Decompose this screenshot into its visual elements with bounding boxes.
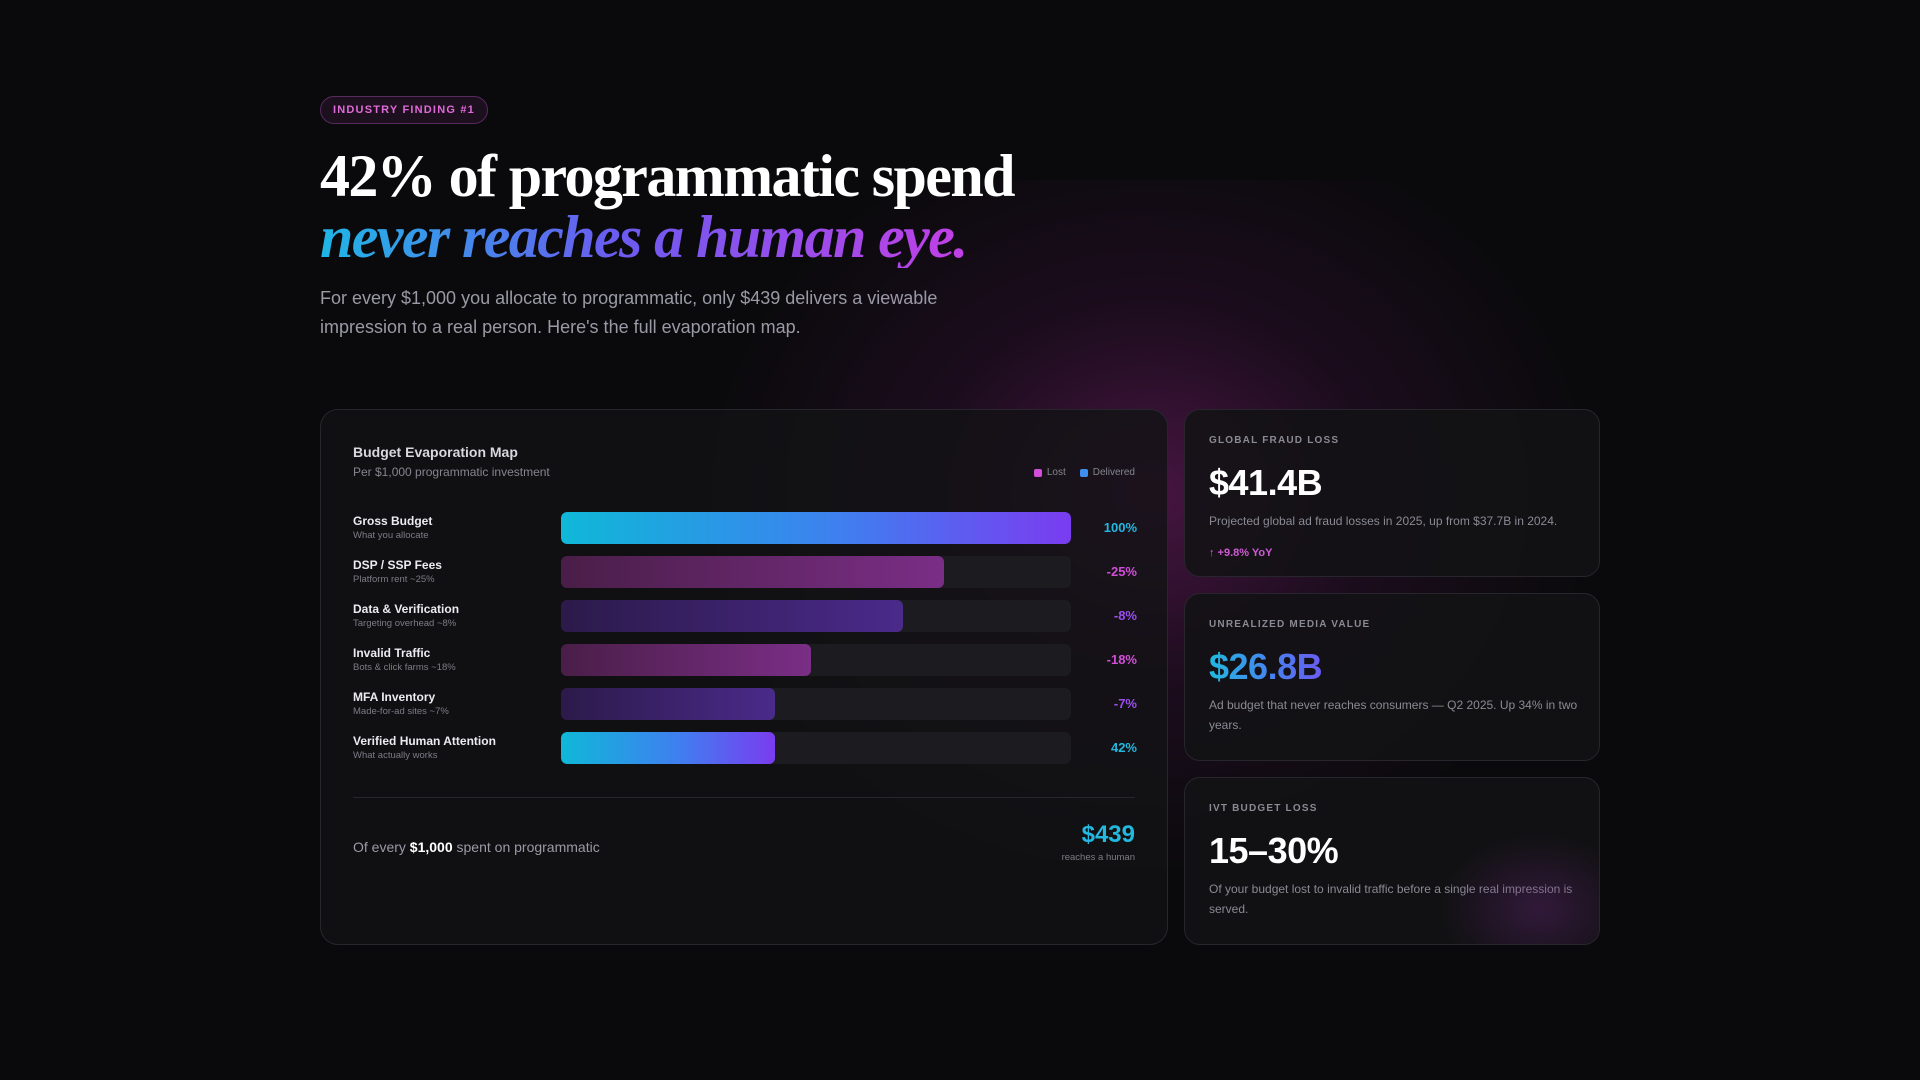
stat-key: GLOBAL FRAUD LOSS <box>1209 435 1340 446</box>
bar-label: Data & Verification <box>353 602 460 616</box>
bar-description: Made-for-ad sites ~7% <box>353 706 449 717</box>
bar-percentage: -18% <box>1106 652 1137 667</box>
stat-key: IVT BUDGET LOSS <box>1209 803 1318 814</box>
bar-row: Verified Human Attention What actually wo… <box>353 732 1137 776</box>
bar-description: Platform rent ~25% <box>353 574 435 585</box>
legend-label-lost: Lost <box>1046 467 1066 478</box>
hero-section: INDUSTRY FINDING #1 42% of programmatic … <box>320 96 1600 945</box>
bar-label: DSP / SSP Fees <box>353 558 442 572</box>
summary-value: $439 <box>1081 821 1135 848</box>
legend-item-delivered: Delivered <box>1079 467 1135 478</box>
bar-percentage: -8% <box>1113 608 1137 623</box>
bar-row: MFA Inventory Made-for-ad sites ~7% -7% <box>353 688 1137 732</box>
chart-title: Budget Evaporation Map <box>353 444 518 460</box>
stat-card-ivt-loss: IVT BUDGET LOSS 15–30% Of your budget lo… <box>1184 777 1600 945</box>
legend-label-delivered: Delivered <box>1092 467 1135 478</box>
bar-label: Verified Human Attention <box>353 734 496 748</box>
bar-description: What you allocate <box>353 530 429 541</box>
stat-description: Ad budget that never reaches consumers —… <box>1209 698 1578 732</box>
bar-fill <box>561 644 811 676</box>
summary-prefix: Of every <box>353 839 410 855</box>
stat-value: $41.4B <box>1209 462 1323 503</box>
bar-percentage: 42% <box>1110 740 1137 755</box>
bar-track <box>561 600 1071 632</box>
divider <box>353 797 1135 798</box>
bar-track <box>561 732 1071 764</box>
bar-description: Targeting overhead ~8% <box>353 618 457 629</box>
stat-value: 15–30% <box>1209 830 1339 871</box>
bar-description: What actually works <box>353 750 438 761</box>
bar-label: Gross Budget <box>353 514 433 528</box>
bar-track <box>561 688 1071 720</box>
stat-value: $26.8B <box>1209 646 1323 687</box>
bar-fill <box>561 732 776 764</box>
stat-column: GLOBAL FRAUD LOSS $41.4B Projected globa… <box>1184 409 1600 945</box>
chart-subtitle: Per $1,000 programmatic investment <box>353 465 550 479</box>
bar-track <box>561 556 1071 588</box>
bar-fill <box>561 688 776 720</box>
lede-paragraph: For every $1,000 you allocate to program… <box>320 288 938 337</box>
bar-percentage: -25% <box>1106 564 1137 579</box>
bar-label: MFA Inventory <box>353 690 436 704</box>
headline-line-2: never reaches a human eye. <box>320 204 968 270</box>
chart-legend: Lost Delivered <box>1033 467 1135 478</box>
stat-card-unrealized-value: UNREALIZED MEDIA VALUE $26.8B Ad budget … <box>1184 593 1600 761</box>
summary-caption: reaches a human <box>1061 852 1135 863</box>
bar-list: Gross Budget What you allocate 100% DSP / S… <box>353 512 1137 776</box>
legend-item-lost: Lost <box>1033 467 1066 478</box>
summary-suffix: spent on programmatic <box>452 839 600 855</box>
bar-label: Invalid Traffic <box>353 646 431 660</box>
bar-track <box>561 644 1071 676</box>
evaporation-chart-card: Budget Evaporation Map Per $1,000 progra… <box>320 409 1168 945</box>
legend-swatch-lost <box>1033 468 1042 477</box>
stat-description: Of your budget lost to invalid traffic b… <box>1209 882 1573 916</box>
bar-track <box>561 512 1071 544</box>
stat-card-fraud-loss: GLOBAL FRAUD LOSS $41.4B Projected globa… <box>1184 409 1600 577</box>
stat-description: Projected global ad fraud losses in 2025… <box>1209 514 1558 528</box>
legend-swatch-delivered <box>1079 468 1088 477</box>
bar-row: Data & Verification Targeting overhead ~8… <box>353 600 1137 644</box>
headline-line-1: 42% of programmatic spend <box>320 143 1015 209</box>
bar-fill <box>561 556 944 588</box>
bar-row: Invalid Traffic Bots & click farms ~18% -1… <box>353 644 1137 688</box>
summary-amount: $1,000 <box>409 839 453 855</box>
bar-fill <box>561 512 1071 544</box>
finding-badge: INDUSTRY FINDING #1 <box>320 96 488 124</box>
summary-text: Of every $1,000 spent on programmatic <box>353 839 600 855</box>
stat-trend: ↑ +9.8% YoY <box>1209 547 1273 559</box>
stat-key: UNREALIZED MEDIA VALUE <box>1209 619 1371 630</box>
bar-percentage: -7% <box>1113 696 1137 711</box>
bar-fill <box>561 600 903 632</box>
bar-row: Gross Budget What you allocate 100% <box>353 512 1137 556</box>
bar-percentage: 100% <box>1103 520 1137 535</box>
bar-description: Bots & click farms ~18% <box>353 662 456 673</box>
bar-row: DSP / SSP Fees Platform rent ~25% -25% <box>353 556 1137 600</box>
